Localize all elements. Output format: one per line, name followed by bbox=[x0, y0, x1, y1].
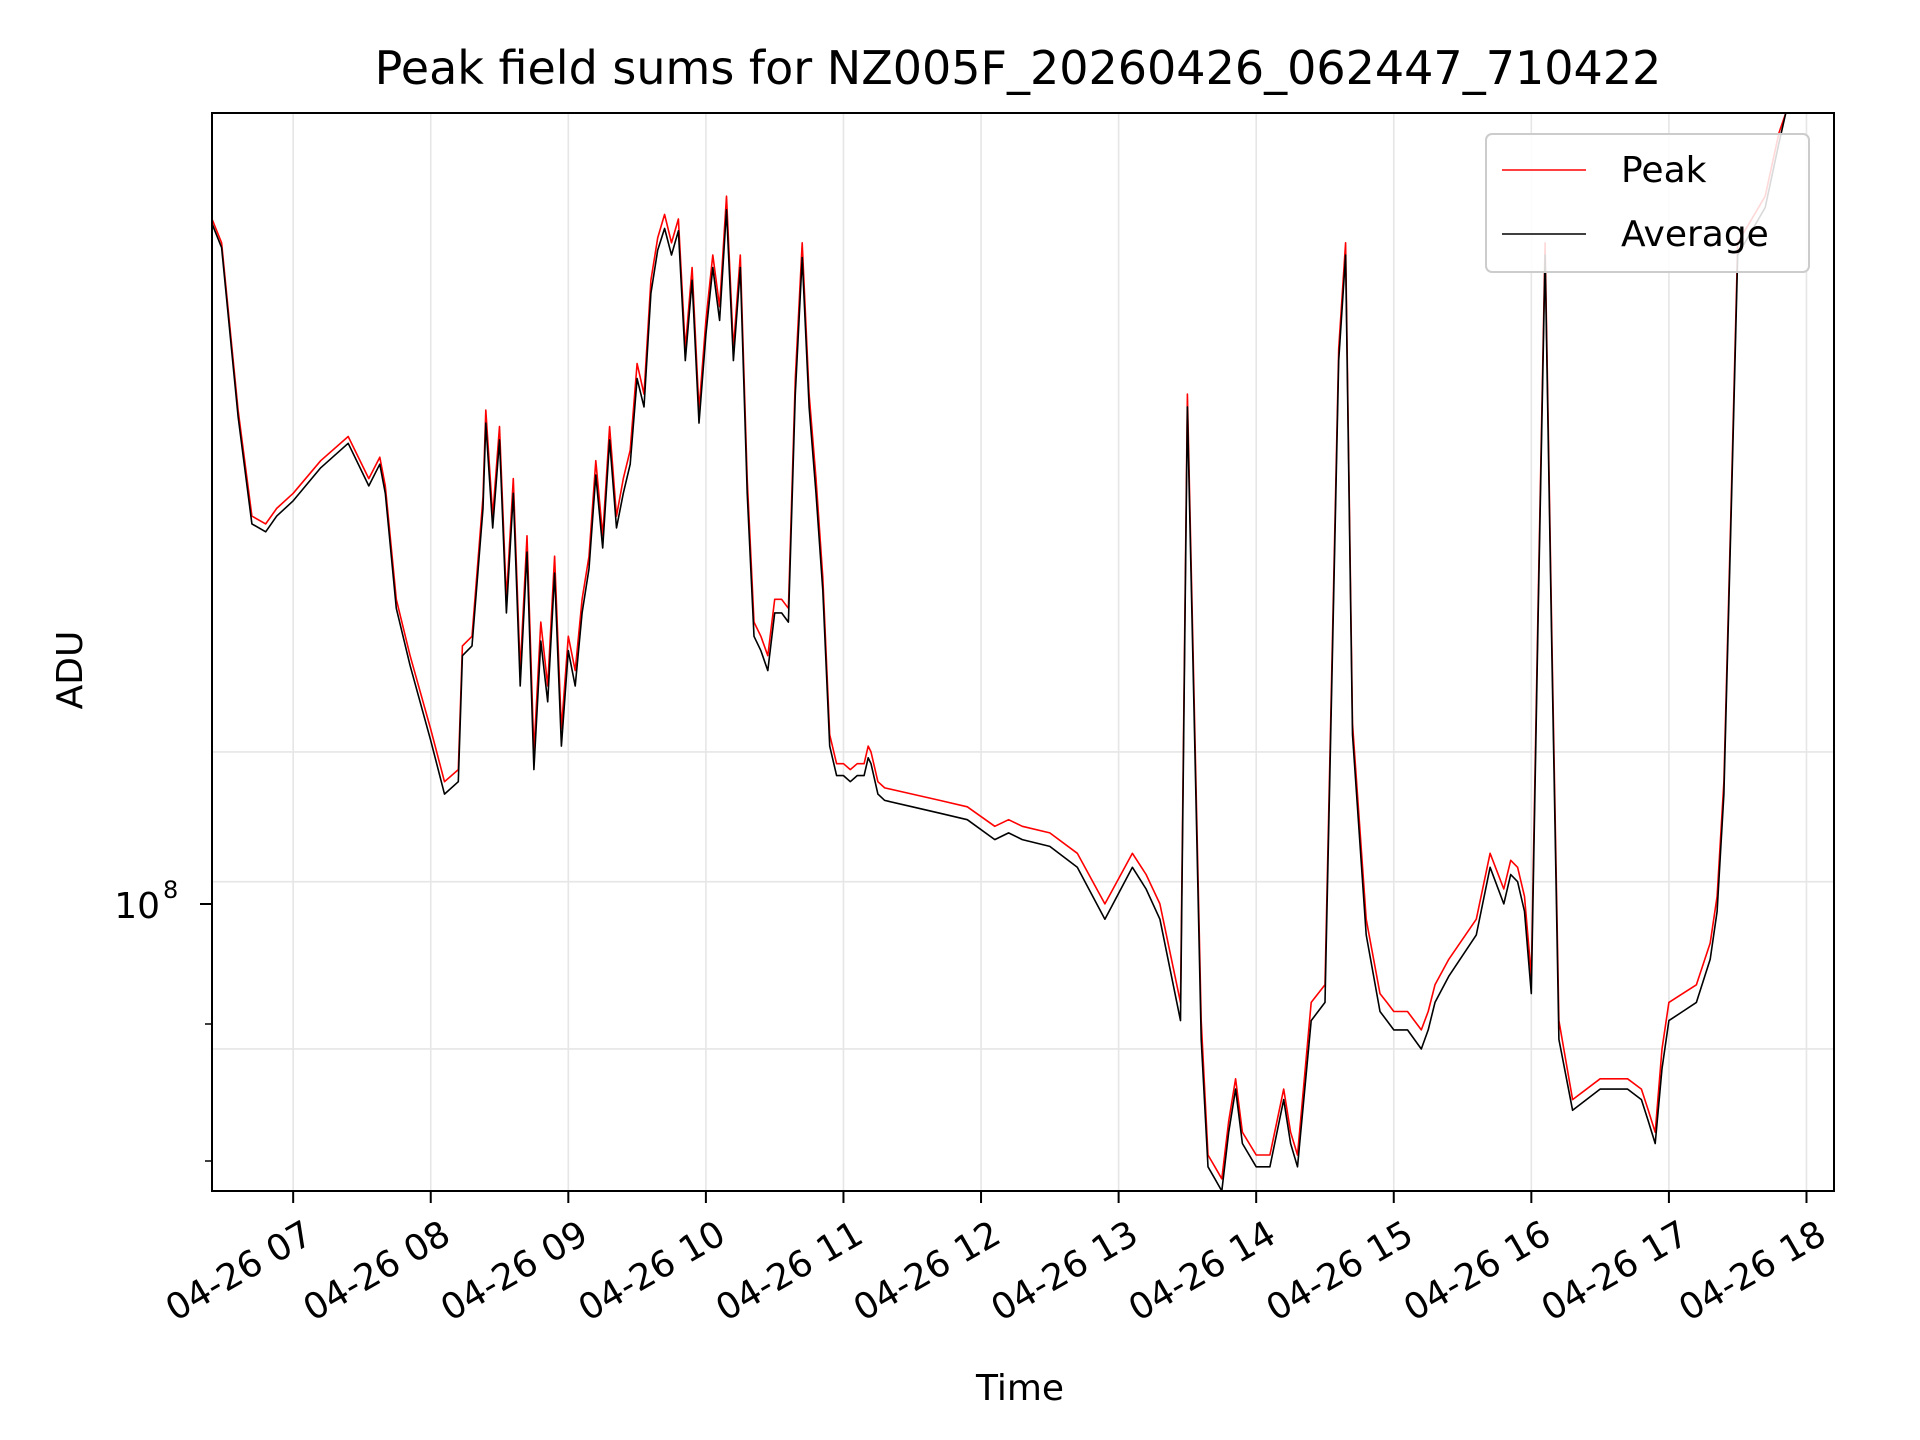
y-major-tick-label: 10 bbox=[114, 886, 160, 927]
x-tick-label: 04-26 11 bbox=[709, 1213, 870, 1329]
legend: Peak Average bbox=[1485, 133, 1810, 273]
y-axis-label: ADU bbox=[50, 631, 91, 710]
legend-box bbox=[1485, 133, 1810, 273]
x-tick-label: 04-26 07 bbox=[159, 1213, 320, 1329]
x-axis-label: Time bbox=[975, 1368, 1064, 1409]
x-tick-label: 04-26 13 bbox=[984, 1213, 1145, 1329]
x-tick-label: 04-26 17 bbox=[1535, 1213, 1696, 1329]
x-tick-label: 04-26 14 bbox=[1122, 1213, 1283, 1329]
x-tick-label: 04-26 18 bbox=[1672, 1213, 1833, 1329]
x-tick-label: 04-26 12 bbox=[847, 1213, 1008, 1329]
y-major-tick-exponent: 8 bbox=[163, 876, 178, 904]
legend-peak-label: Peak bbox=[1621, 150, 1707, 191]
series-line-average bbox=[211, 112, 1787, 1192]
y-ticks: 10 8 bbox=[114, 876, 212, 1162]
x-tick-label: 04-26 09 bbox=[434, 1213, 595, 1329]
grid bbox=[212, 113, 1834, 1191]
series-lines bbox=[211, 112, 1787, 1192]
x-tick-label: 04-26 15 bbox=[1260, 1213, 1421, 1329]
x-tick-label: 04-26 08 bbox=[297, 1213, 458, 1329]
chart-title: Peak field sums for NZ005F_20260426_0624… bbox=[375, 41, 1662, 95]
plot-frame bbox=[211, 112, 1835, 1192]
x-tick-label: 04-26 10 bbox=[572, 1213, 733, 1329]
legend-average-label: Average bbox=[1621, 214, 1769, 255]
x-tick-label: 04-26 16 bbox=[1397, 1213, 1558, 1329]
